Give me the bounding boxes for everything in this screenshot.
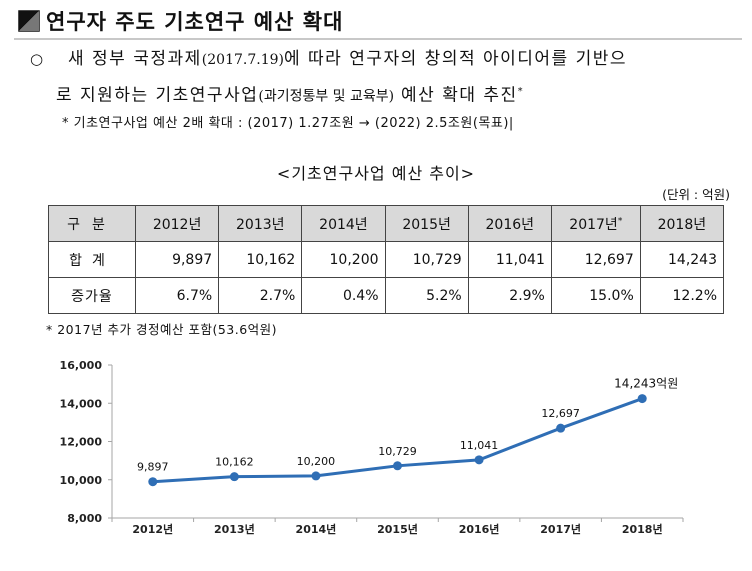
data-point: [474, 455, 484, 465]
row-label: 증가율: [48, 277, 136, 314]
table-cell: 10,162: [218, 241, 303, 278]
table-title: <기초연구사업 예산 추이>: [276, 164, 476, 183]
table-cell: 11,041: [467, 241, 552, 278]
data-point: [311, 471, 321, 481]
data-label: 10,729: [378, 445, 417, 458]
year-header: 2015년: [384, 205, 469, 242]
page-title: 연구자 주도 기초연구 예산 확대: [46, 10, 344, 34]
x-tick-label: 2013년: [214, 522, 255, 536]
ministry-text: (과기정통부 및 교육부): [258, 88, 395, 105]
section-heading: 연구자 주도 기초연구 예산 확대: [18, 6, 343, 36]
table-footnote: * 2017년 추가 경정예산 포함(53.6억원): [46, 322, 278, 337]
paragraph-line-2: 로 지원하는 기초연구사업(과기정통부 및 교육부) 예산 확대 추진*: [56, 85, 525, 106]
data-label: 12,697: [541, 407, 580, 420]
year-header: 2016년: [467, 205, 552, 242]
table-cell: 2.7%: [218, 277, 303, 314]
budget-table: 구분 2012년 2013년 2014년 2015년 2016년 2017년* …: [48, 205, 725, 314]
date-text: (2017.7.19): [201, 52, 284, 68]
x-tick-label: 2014년: [296, 522, 337, 536]
table-cell: 10,729: [384, 241, 469, 278]
data-point: [229, 472, 239, 482]
body-paragraph: ○ 새 정부 국정과제(2017.7.19)에 따라 연구자의 창의적 아이디어…: [30, 44, 740, 113]
table-cell: 12.2%: [639, 277, 725, 314]
data-label: 14,243억원: [614, 377, 678, 391]
data-point: [148, 477, 158, 487]
y-tick-label: 10,000: [60, 474, 103, 487]
data-point: [393, 461, 402, 471]
table-header-row: 구분 2012년 2013년 2014년 2015년 2016년 2017년* …: [48, 205, 725, 242]
x-tick-label: 2012년: [132, 522, 173, 536]
table-cell: 5.2%: [384, 277, 469, 314]
data-point: [556, 423, 566, 433]
unit-label: (단위 : 억원): [662, 187, 730, 202]
y-tick-label: 14,000: [60, 397, 103, 410]
circle-bullet: ○: [30, 50, 44, 68]
x-tick-label: 2018년: [622, 522, 663, 536]
data-label: 9,897: [137, 461, 169, 474]
table-header-label: 구분: [48, 205, 136, 242]
table-row-total: 합계 9,897 10,162 10,200 10,729 11,041 12,…: [48, 241, 725, 278]
table-cell: 6.7%: [134, 277, 220, 314]
square-bullet-icon: [18, 10, 40, 32]
table-cell: 0.4%: [301, 277, 386, 314]
budget-line-chart: 8,000 10,000 12,000 14,000 16,000 2012년 2013년 2…: [60, 359, 684, 536]
table-cell: 15.0%: [550, 277, 641, 314]
year-header: 2013년: [218, 205, 303, 242]
table-cell: 9,897: [134, 241, 220, 278]
year-header: 2014년: [301, 205, 386, 242]
table-cell: 12,697: [550, 241, 641, 278]
y-tick-label: 12,000: [60, 436, 103, 449]
data-label: 10,162: [215, 456, 254, 469]
data-label: 10,200: [297, 455, 336, 468]
year-header: 2012년: [134, 205, 220, 242]
x-tick-label: 2015년: [377, 522, 418, 536]
x-tick-label: 2017년: [540, 522, 581, 536]
table-cell: 10,200: [301, 241, 386, 278]
heading-divider: [14, 38, 742, 40]
table-row-growth: 증가율 6.7% 2.7% 0.4% 5.2% 2.9% 15.0% 12.2%: [48, 277, 725, 314]
data-label: 11,041: [460, 439, 499, 452]
paragraph-note: * 기초연구사업 예산 2배 확대 : (2017) 1.27조원 → (202…: [62, 116, 514, 131]
table-cell: 2.9%: [467, 277, 552, 314]
y-tick-label: 16,000: [60, 359, 103, 372]
table-cell: 14,243: [639, 241, 725, 278]
data-point: [637, 394, 647, 404]
row-label: 합계: [48, 241, 136, 278]
y-tick-label: 8,000: [67, 512, 102, 525]
year-header: 2018년: [639, 205, 725, 242]
year-header: 2017년*: [550, 205, 641, 242]
x-tick-label: 2016년: [459, 522, 500, 536]
paragraph-line-1: 새 정부 국정과제(2017.7.19)에 따라 연구자의 창의적 아이디어를 …: [68, 49, 628, 69]
